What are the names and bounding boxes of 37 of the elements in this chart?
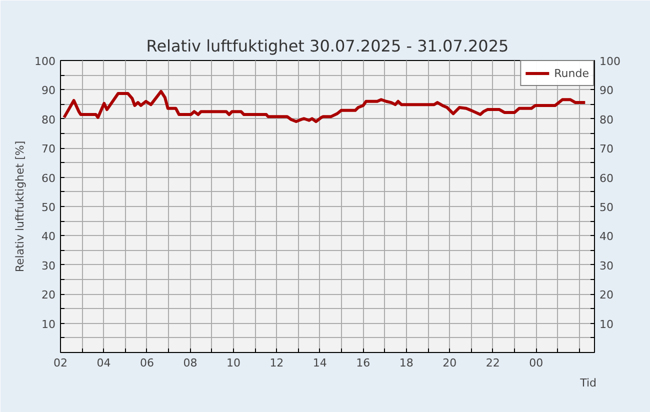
x-tick-label: 14 [312, 356, 327, 370]
y-tick-label: 40 [42, 230, 56, 244]
x-tick-label: 22 [486, 356, 500, 370]
y2-tick-label: 80 [600, 113, 614, 126]
x-tick-label: 12 [270, 356, 284, 370]
x-tick-label: 18 [399, 356, 414, 370]
y2-tick-label: 70 [600, 142, 614, 156]
y-tick-label: 80 [42, 113, 56, 126]
x-axis-title: Tid [579, 376, 596, 390]
x-tick-label: 02 [54, 356, 68, 370]
y2-tick-label: 90 [600, 84, 614, 98]
x-tick-label: 20 [442, 356, 457, 370]
x-tick-label: 08 [183, 356, 198, 370]
line-series [62, 90, 587, 124]
y-tick-label: 60 [42, 172, 56, 185]
y-tick-label: 10 [42, 318, 56, 331]
y-tick-label: 30 [42, 259, 56, 272]
x-tick-label: 06 [140, 356, 154, 370]
y-tick-label: 90 [42, 84, 56, 98]
y2-tick-label: 60 [600, 172, 614, 185]
y2-tick-label: 10 [600, 318, 614, 331]
x-tick-label: 16 [356, 356, 370, 370]
y-tick-label: 50 [42, 201, 56, 214]
chart-title: Relativ luftfuktighet 30.07.2025 - 31.07.2025 [146, 36, 509, 56]
y-tick-label: 100 [34, 55, 56, 68]
legend-label: Runde [554, 66, 589, 81]
y-tick-label: 20 [42, 288, 56, 302]
y2-tick-label: 40 [600, 230, 614, 244]
x-tick-label: 00 [529, 356, 544, 370]
y2-tick-label: 50 [600, 201, 614, 214]
y2-tick-label: 30 [600, 259, 614, 272]
y2-tick-label: 100 [600, 55, 620, 68]
y-tick-label: 70 [42, 142, 56, 156]
x-tick-label: 10 [226, 356, 240, 370]
y-axis-title: Relativ luftfuktighet [%] [14, 140, 27, 272]
y2-tick-label: 20 [600, 288, 614, 302]
x-tick-label: 04 [96, 356, 111, 370]
